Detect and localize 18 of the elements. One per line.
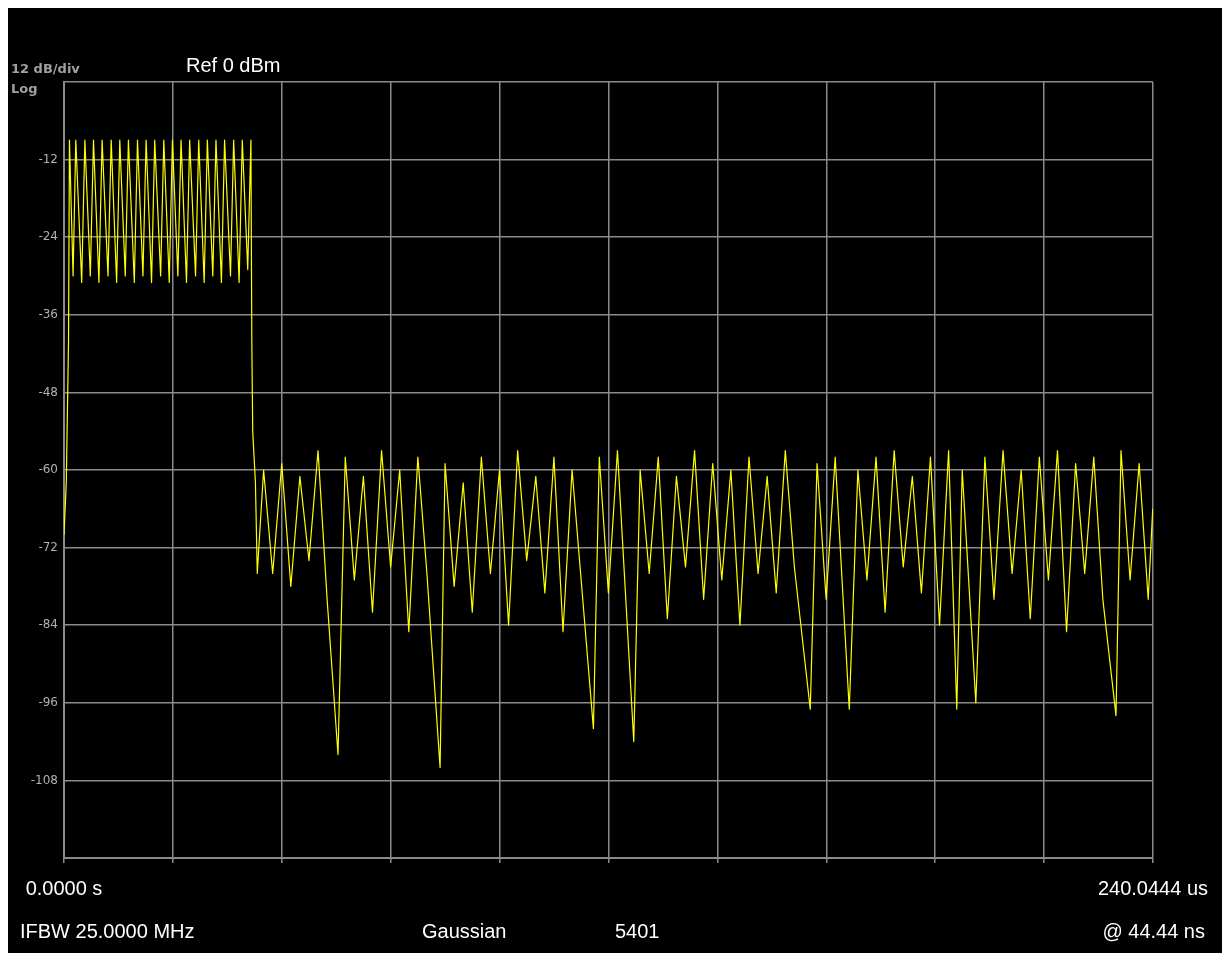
text: 12 dB/div <box>11 61 81 77</box>
y-tick-label: -72 <box>38 539 58 554</box>
text: IFBW 25.0000 MHz <box>20 919 195 942</box>
chart-title: Ref 0 dBm <box>186 53 281 76</box>
text: @ 44.44 ns <box>1102 919 1205 942</box>
y-tick-label: -24 <box>38 229 58 244</box>
text: Gaussian <box>422 919 507 942</box>
text: 5401 <box>615 919 660 942</box>
y-tick-label: -60 <box>38 462 58 477</box>
x-tick-label: 0.0000 s <box>25 876 103 899</box>
y-tick-label: -84 <box>38 617 58 632</box>
y-tick-label: -48 <box>38 384 58 399</box>
y-tick-label: -12 <box>38 151 58 166</box>
y-tick-label: -36 <box>38 306 58 321</box>
y-tick-label: -96 <box>38 694 58 709</box>
x-tick-label: 240.0444 us <box>1097 876 1209 899</box>
y-tick-label: -108 <box>30 772 58 787</box>
text: Log <box>11 81 38 97</box>
